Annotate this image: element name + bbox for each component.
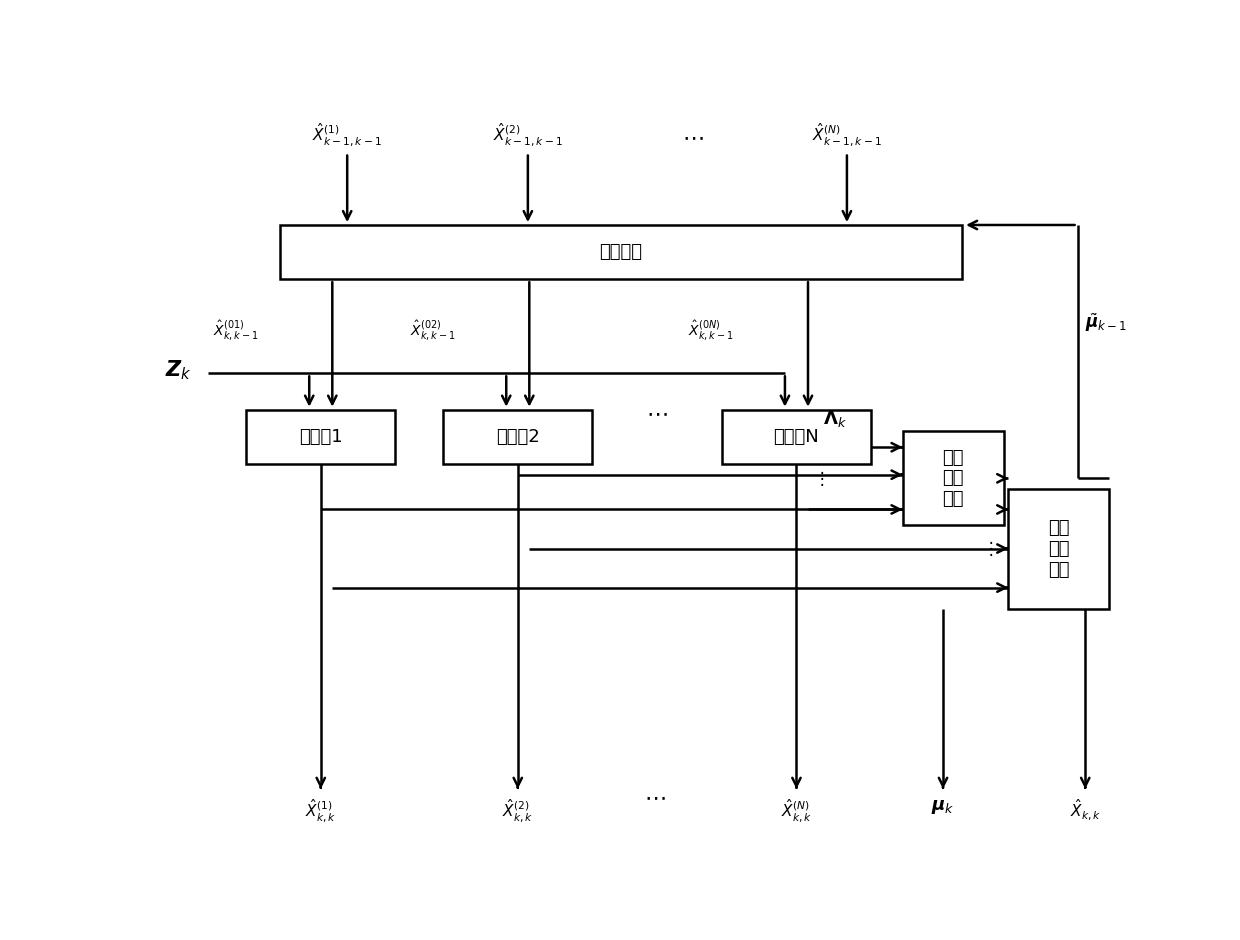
Text: $\boldsymbol{Z}_k$: $\boldsymbol{Z}_k$ — [165, 358, 191, 382]
Text: 滤波器2: 滤波器2 — [496, 428, 539, 446]
Text: 滤波器N: 滤波器N — [774, 428, 820, 446]
Text: $\cdots$: $\cdots$ — [644, 787, 666, 807]
Text: $\vdots$: $\vdots$ — [982, 539, 993, 558]
Text: $\tilde{\boldsymbol{\mu}}_{k-1}$: $\tilde{\boldsymbol{\mu}}_{k-1}$ — [1085, 311, 1127, 334]
Text: 滤波器1: 滤波器1 — [299, 428, 342, 446]
Text: $\vdots$: $\vdots$ — [812, 469, 823, 488]
Text: $\hat{X}^{(2)}_{k-1,k-1}$: $\hat{X}^{(2)}_{k-1,k-1}$ — [494, 122, 563, 149]
FancyBboxPatch shape — [722, 410, 870, 463]
FancyBboxPatch shape — [1008, 489, 1110, 608]
Text: 状态
估计
加权: 状态 估计 加权 — [1048, 519, 1070, 579]
Text: 交互作用: 交互作用 — [600, 243, 642, 261]
Text: $\hat{X}^{(01)}_{k,k-1}$: $\hat{X}^{(01)}_{k,k-1}$ — [213, 318, 258, 342]
Text: $\hat{X}^{(1)}_{k,k}$: $\hat{X}^{(1)}_{k,k}$ — [305, 797, 336, 824]
Text: $\hat{X}^{(N)}_{k-1,k-1}$: $\hat{X}^{(N)}_{k-1,k-1}$ — [812, 122, 882, 149]
Text: $\hat{X}^{(1)}_{k-1,k-1}$: $\hat{X}^{(1)}_{k-1,k-1}$ — [312, 122, 382, 149]
FancyBboxPatch shape — [444, 410, 593, 463]
Text: 模型
概率
更新: 模型 概率 更新 — [942, 448, 963, 509]
Text: $\hat{X}^{(02)}_{k,k-1}$: $\hat{X}^{(02)}_{k,k-1}$ — [409, 318, 455, 342]
Text: $\hat{X}^{(N)}_{k,k}$: $\hat{X}^{(N)}_{k,k}$ — [781, 797, 812, 824]
Text: $\cdots$: $\cdots$ — [682, 127, 704, 147]
Text: $\boldsymbol{\Lambda}_k$: $\boldsymbol{\Lambda}_k$ — [823, 409, 847, 429]
FancyBboxPatch shape — [280, 225, 962, 279]
Text: $\hat{X}^{(0N)}_{k,k-1}$: $\hat{X}^{(0N)}_{k,k-1}$ — [688, 318, 734, 342]
FancyBboxPatch shape — [903, 431, 1003, 525]
Text: $\cdots$: $\cdots$ — [646, 403, 668, 423]
FancyBboxPatch shape — [247, 410, 396, 463]
Text: $\hat{X}_{k,k}$: $\hat{X}_{k,k}$ — [1070, 797, 1101, 822]
Text: $\boldsymbol{\mu}_k$: $\boldsymbol{\mu}_k$ — [931, 797, 955, 816]
Text: $\hat{X}^{(2)}_{k,k}$: $\hat{X}^{(2)}_{k,k}$ — [502, 797, 533, 824]
